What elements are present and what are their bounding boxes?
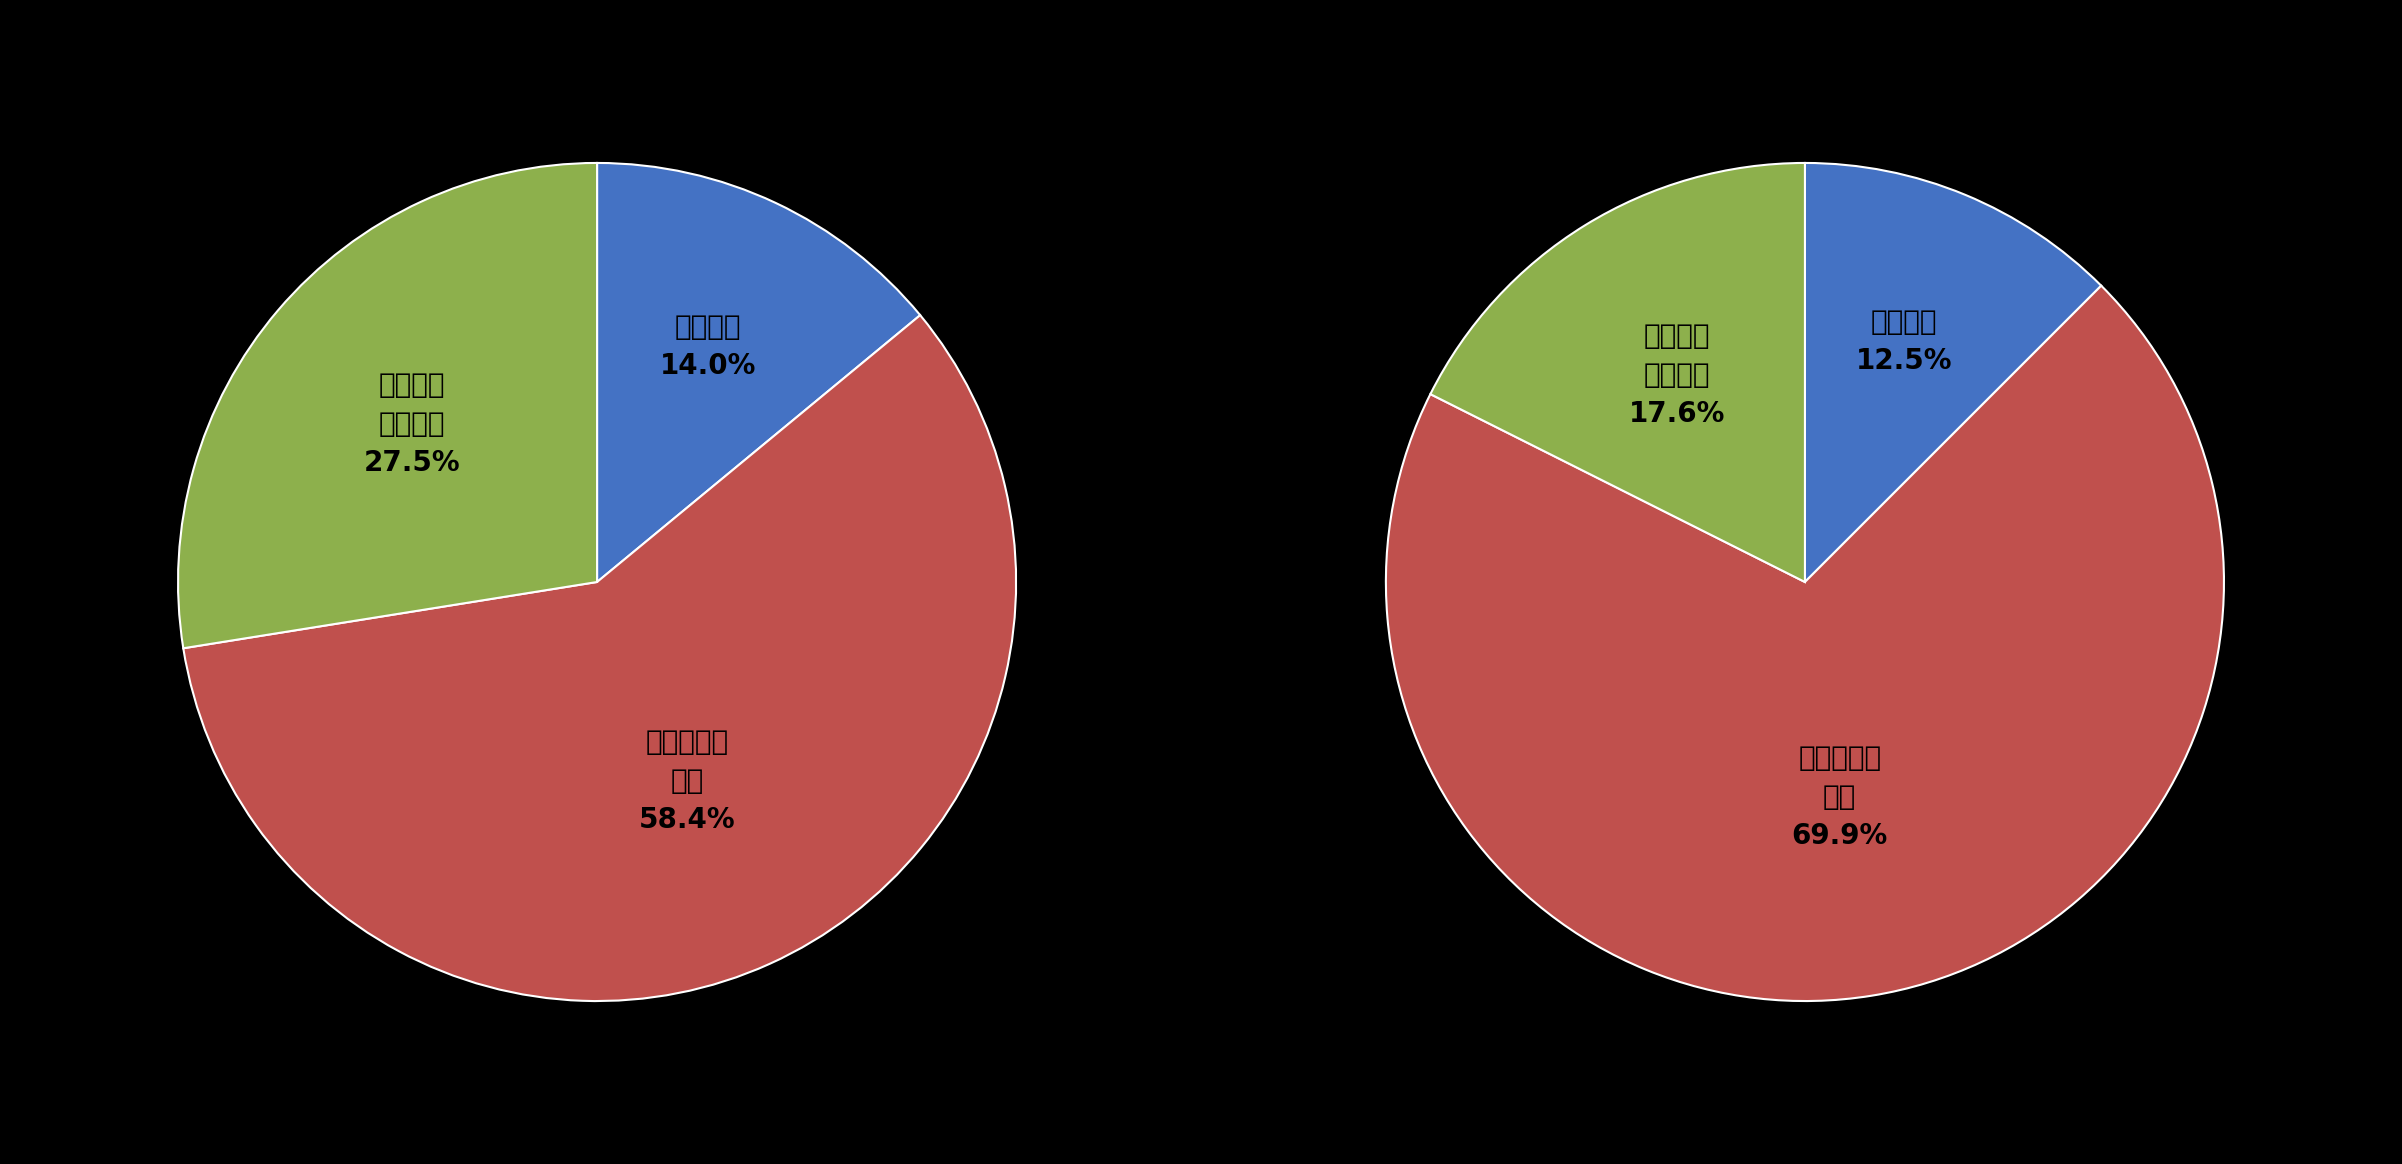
Wedge shape [1386,285,2224,1001]
Wedge shape [1429,163,1804,582]
Text: 国立研究
開発法人
17.6%: 国立研究 開発法人 17.6% [1629,322,1725,428]
Wedge shape [183,315,1016,1001]
Wedge shape [1804,163,2102,582]
Text: 民間企業
14.0%: 民間企業 14.0% [661,313,757,381]
Wedge shape [598,163,920,582]
Text: 大学・研究
機関
58.4%: 大学・研究 機関 58.4% [639,728,735,833]
Text: 国立研究
開発法人
27.5%: 国立研究 開発法人 27.5% [363,371,461,477]
Text: 大学・研究
機関
69.9%: 大学・研究 機関 69.9% [1792,744,1888,850]
Wedge shape [178,163,598,648]
Text: 民間企業
12.5%: 民間企業 12.5% [1857,308,1953,376]
